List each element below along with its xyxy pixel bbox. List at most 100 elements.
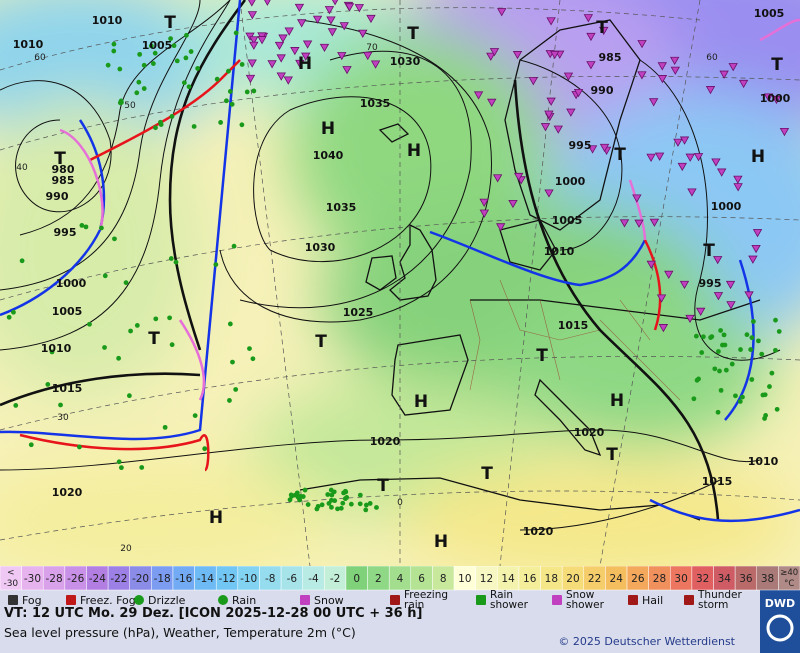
legend-symbol-icon xyxy=(552,595,562,605)
weather-symbols xyxy=(6,0,790,513)
legend-value: 6 xyxy=(418,573,425,585)
snow-shower-symbol xyxy=(312,15,323,24)
legend-value: 34 xyxy=(718,573,732,585)
legend-value: -22 xyxy=(110,573,127,585)
rain-symbol xyxy=(709,334,715,340)
dwd-logo-box xyxy=(760,590,800,653)
rain-symbol xyxy=(150,61,156,66)
snow-shower-symbol xyxy=(264,0,271,6)
rain-symbol xyxy=(153,316,159,322)
rain-symbol xyxy=(718,328,723,333)
high-pressure-label: H xyxy=(298,54,312,74)
legend-symbol-icon xyxy=(8,595,18,605)
snow-shower-symbol xyxy=(646,260,656,270)
rain-symbol xyxy=(152,50,158,56)
snow-shower-symbol xyxy=(489,48,500,57)
graticule-label: 60 xyxy=(706,53,718,63)
rain-symbol xyxy=(244,89,250,95)
snow-shower-symbol xyxy=(711,158,721,167)
isobar-label: 995 xyxy=(699,277,722,290)
rain-symbol xyxy=(251,88,257,94)
legend-value: -2 xyxy=(330,573,340,585)
isobar-label: 1010 xyxy=(748,455,779,468)
rain-symbol xyxy=(214,76,220,82)
low-pressure-label: T xyxy=(771,55,783,75)
rain-symbol xyxy=(729,361,735,367)
snow-shower-symbol xyxy=(546,97,556,106)
rain-symbol xyxy=(718,387,724,393)
legend-value: 30 xyxy=(674,573,687,585)
low-pressure-label: T xyxy=(54,149,66,169)
isobar-label: 1030 xyxy=(390,55,421,68)
rain-symbol xyxy=(715,409,721,415)
legend-symbol-label: Rain shower xyxy=(490,589,529,611)
snow-shower-symbol xyxy=(358,29,368,38)
snow-shower-symbol xyxy=(495,223,506,232)
snow-shower-symbol xyxy=(587,145,598,154)
snow-shower-symbol xyxy=(658,324,669,333)
rain-symbol xyxy=(116,355,122,361)
rain-symbol xyxy=(700,334,706,340)
legend-value: 8 xyxy=(440,573,447,585)
legend-value: -20 xyxy=(132,573,149,585)
snow-shower-symbol xyxy=(586,32,596,42)
legend-symbol-label: Freezing rain xyxy=(404,589,448,611)
snow-shower-symbol xyxy=(657,75,668,84)
legend-low-label: -30 xyxy=(3,579,18,589)
snow-shower-symbol xyxy=(278,34,288,43)
isobar-label: 1020 xyxy=(523,525,554,538)
isobar-label: 1010 xyxy=(92,14,123,27)
legend-symbol-label: Hail xyxy=(642,594,663,607)
snow-shower-symbol xyxy=(528,77,538,86)
snow-shower-symbol xyxy=(566,108,576,117)
legend-symbol-icon xyxy=(628,595,638,605)
rain-symbol xyxy=(162,424,168,430)
legend-value: -18 xyxy=(154,573,171,585)
snow-shower-symbol xyxy=(634,219,644,228)
isobar-label: 1010 xyxy=(544,245,575,258)
dwd-logo-swirl xyxy=(766,614,794,642)
rain-symbol xyxy=(168,256,174,261)
isobar-label: 985 xyxy=(52,174,75,187)
rain-symbol xyxy=(751,319,756,324)
high-pressure-label: H xyxy=(407,141,421,161)
isobar-label: 1020 xyxy=(52,486,83,499)
rain-symbol xyxy=(58,402,63,408)
rain-symbol xyxy=(137,51,143,57)
isobar-label: 1015 xyxy=(558,319,589,332)
snow-shower-symbol xyxy=(546,17,556,26)
legend-symbol-icon xyxy=(300,595,310,605)
snow-shower-symbol xyxy=(677,162,687,172)
legend-symbol-label: Drizzle xyxy=(148,594,186,607)
rain-symbol xyxy=(102,273,108,279)
rain-symbol xyxy=(186,84,192,90)
rain-symbol xyxy=(756,338,761,344)
snow-shower-symbol xyxy=(337,52,347,61)
rain-symbol xyxy=(141,62,147,68)
snow-shower-symbol xyxy=(733,175,743,184)
snow-shower-symbol xyxy=(657,62,667,71)
high-pressure-label: H xyxy=(751,147,765,167)
rain-symbol xyxy=(767,384,772,389)
rain-symbol xyxy=(341,490,347,496)
coastlines xyxy=(299,19,761,521)
rain-symbol xyxy=(83,224,89,230)
snow-shower-symbol xyxy=(508,199,518,209)
rain-symbol xyxy=(136,79,142,85)
rain-symbol xyxy=(128,328,133,334)
snow-shower-symbol xyxy=(685,153,695,162)
rain-symbol xyxy=(13,402,19,408)
snow-shower-symbol xyxy=(744,291,754,300)
rain-symbol xyxy=(224,98,229,104)
snow-shower-symbol xyxy=(664,270,674,279)
snow-shower-symbol xyxy=(344,3,355,12)
snow-shower-symbol xyxy=(339,22,349,31)
snow-shower-symbol xyxy=(654,152,665,161)
snow-shower-symbol xyxy=(497,8,507,17)
rain-symbol xyxy=(315,503,321,509)
description: Sea level pressure (hPa), Weather, Tempe… xyxy=(4,625,356,640)
rain-symbol xyxy=(202,446,208,452)
rain-symbol xyxy=(118,465,124,471)
snow-shower-symbol xyxy=(717,168,727,177)
